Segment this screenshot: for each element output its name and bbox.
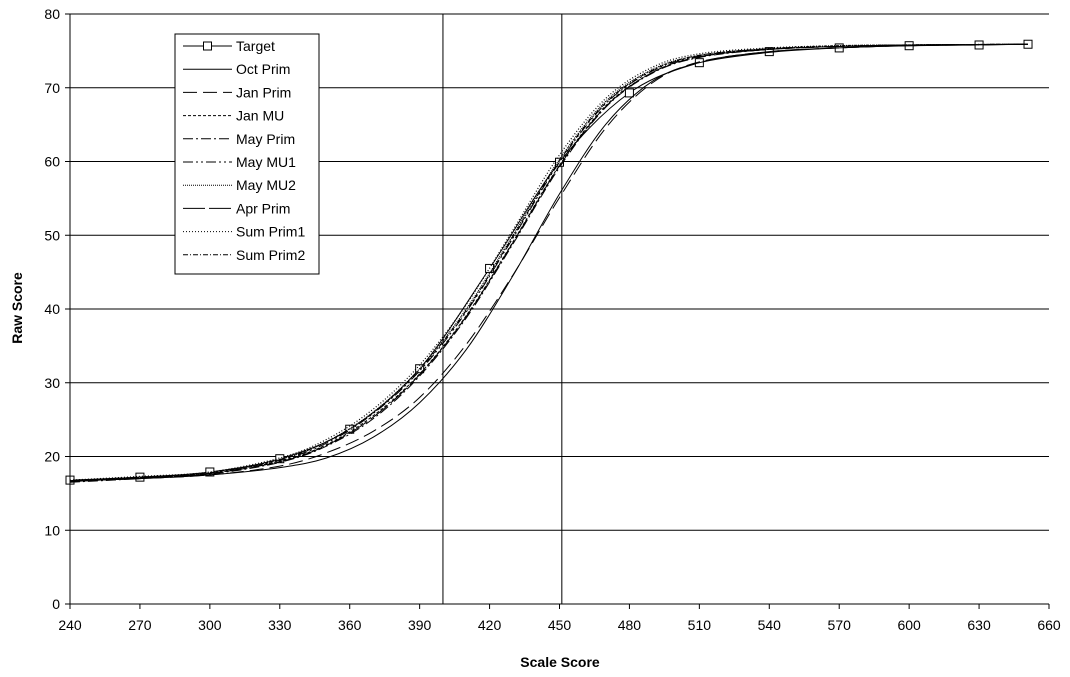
x-tick-label: 450 [548,617,572,633]
x-tick-label: 660 [1037,617,1061,633]
x-tick-label: 360 [338,617,362,633]
y-tick-label: 60 [44,154,60,170]
y-tick-label: 20 [44,449,60,465]
x-tick-label: 570 [828,617,852,633]
x-tick-label: 240 [58,617,82,633]
y-tick-label: 30 [44,375,60,391]
legend: Target Oct Prim Jan Prim Jan MU May Prim May … [174,33,320,275]
x-tick-label: 540 [758,617,782,633]
legend-label: Apr Prim [236,200,290,216]
y-tick-label: 10 [44,522,60,538]
legend-label: May MU1 [236,154,296,170]
x-tick-label: 270 [128,617,152,633]
legend-label: Sum Prim2 [236,247,305,263]
legend-label: Jan MU [236,108,284,124]
y-tick-label: 40 [44,301,60,317]
legend-marker [203,41,212,51]
legend-label: Oct Prim [236,61,290,77]
legend-box [174,33,320,275]
x-tick-label: 330 [268,617,292,633]
x-tick-label: 480 [618,617,642,633]
series-line-sum-prim2 [69,43,1029,482]
y-axis-title: Raw Score [9,272,25,344]
x-tick-label: 420 [478,617,502,633]
y-tick-label: 80 [44,6,60,22]
series-line-sum-prim1 [69,43,1029,481]
target-point-marker [624,88,634,98]
y-tick-label: 0 [52,596,60,612]
x-tick-label: 510 [688,617,712,633]
axes: 0 10 20 30 40 50 60 70 80 240 270 300 330 360 390 420 45… [44,6,1060,633]
reference-lines [442,14,563,604]
x-tick-label: 390 [408,617,432,633]
x-tick-label: 300 [198,617,222,633]
series-line-jan-prim [69,43,1029,482]
y-tick-label: 50 [44,227,60,243]
legend-label: May Prim [236,131,295,147]
x-axis-title: Scale Score [520,654,600,670]
legend-label: Target [236,38,275,54]
x-tick-label: 600 [897,617,921,633]
legend-label: Jan Prim [236,84,291,100]
x-tick-label: 630 [967,617,991,633]
legend-label: May MU2 [236,177,296,193]
legend-label: Sum Prim1 [236,224,305,240]
y-tick-label: 70 [44,80,60,96]
